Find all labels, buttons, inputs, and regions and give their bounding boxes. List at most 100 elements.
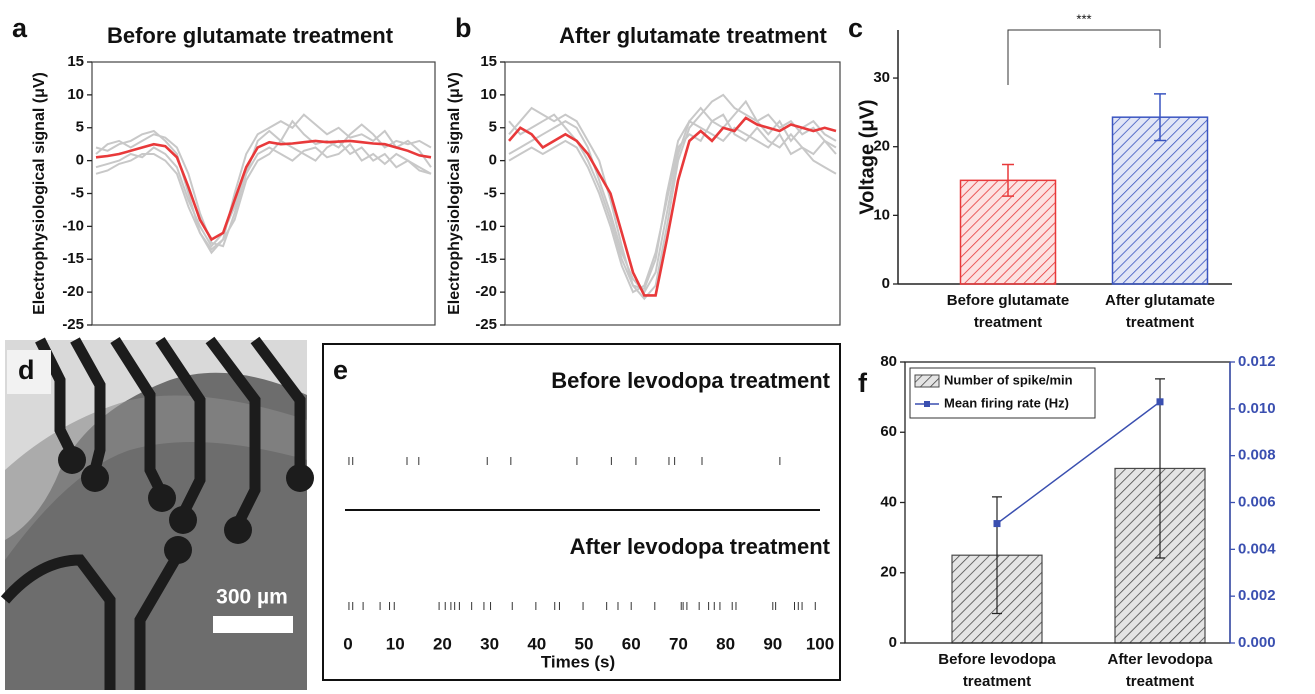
legend-label: Mean firing rate (Hz) <box>944 395 1069 410</box>
y-tick-label: -20 <box>475 283 497 300</box>
x-tick-label: 0 <box>343 634 352 653</box>
pad <box>148 484 176 512</box>
y-tick-label: 30 <box>873 69 890 86</box>
rate-marker <box>1156 398 1164 406</box>
y-tick-label: 15 <box>480 53 497 70</box>
y-tick-label: -5 <box>71 184 84 201</box>
trace <box>110 337 165 493</box>
pad <box>169 506 197 534</box>
panel-letter: b <box>455 13 472 43</box>
chart-title: After glutamate treatment <box>559 23 827 48</box>
rate-line <box>996 401 1161 525</box>
y-tick-label: 0 <box>889 634 897 651</box>
rate-marker <box>993 520 1001 528</box>
y-tick-label: -10 <box>62 217 84 234</box>
raster-title: After levodopa treatment <box>570 534 831 559</box>
panel-box <box>322 343 841 681</box>
significance-label: *** <box>1076 11 1091 26</box>
pad <box>164 536 192 564</box>
y-tick-label: 20 <box>873 138 890 155</box>
raster-title: Before levodopa treatment <box>551 368 830 393</box>
signal-trace <box>95 142 432 248</box>
signal-trace <box>95 139 432 242</box>
panel-letter: a <box>12 13 28 43</box>
signal-trace <box>508 113 837 294</box>
y-tick-label: 0 <box>882 275 890 292</box>
y-tick-label: 15 <box>67 53 84 70</box>
panel-letter: d <box>18 355 35 385</box>
trace <box>155 336 206 513</box>
y-tick-label: -15 <box>475 250 497 267</box>
trace <box>0 554 116 690</box>
signal-trace <box>508 99 837 291</box>
x-tick-label: 40 <box>527 634 546 653</box>
micrograph-edge <box>5 395 307 560</box>
y-tick-label: 0 <box>489 152 497 169</box>
x-tick-label: 20 <box>433 634 452 653</box>
y-tick-label: 0 <box>76 152 84 169</box>
x-tick-label: After glutamate treatment <box>1104 292 1216 331</box>
x-tick-label: 50 <box>575 634 594 653</box>
panel-letter: f <box>858 368 868 398</box>
y-tick-label: -5 <box>484 184 497 201</box>
micrograph: 300 µm <box>0 336 314 690</box>
panel-letter: e <box>333 355 348 385</box>
plot-frame <box>91 61 436 326</box>
y-tick-label: 10 <box>480 86 497 103</box>
pad <box>81 464 109 492</box>
signal-trace <box>508 119 837 294</box>
x-axis-label: Times (s) <box>541 652 615 671</box>
y-axis-label: Voltage (μV) <box>856 99 878 214</box>
y-tick-label: 5 <box>489 119 497 136</box>
y-tick-label: 10 <box>873 206 890 223</box>
legend-label: Number of spike/min <box>944 372 1073 387</box>
pad <box>224 516 252 544</box>
signal-trace <box>95 119 432 248</box>
y2-tick-label: 0.010 <box>1238 400 1276 417</box>
y2-tick-label: 0.004 <box>1238 540 1276 557</box>
pad <box>286 464 314 492</box>
y-tick-label: -15 <box>62 250 84 267</box>
error-bar <box>1154 93 1166 142</box>
letter-box <box>7 350 51 394</box>
y-tick-label: 20 <box>880 564 897 581</box>
y-tick-label: -25 <box>475 316 497 333</box>
x-tick-label: 80 <box>716 634 735 653</box>
micrograph-traces <box>0 336 306 690</box>
legend-swatch <box>914 374 940 388</box>
x-tick-label: 90 <box>763 634 782 653</box>
x-tick-label: After levodopa treatment <box>1107 651 1213 690</box>
trace <box>205 336 261 523</box>
y-tick-label: -25 <box>62 316 84 333</box>
y-tick-label: 10 <box>67 86 84 103</box>
error-bar <box>992 496 1002 615</box>
y2-tick-label: 0.002 <box>1238 587 1276 604</box>
y2-tick-label: 0.012 <box>1238 353 1276 370</box>
x-tick-label: Before glutamate treatment <box>946 292 1070 331</box>
y-tick-label: 80 <box>880 353 897 370</box>
y-tick-label: -10 <box>475 217 497 234</box>
trace <box>70 337 106 472</box>
x-tick-label: Before levodopa treatment <box>938 651 1056 690</box>
y2-tick-label: 0.008 <box>1238 447 1276 464</box>
trace <box>134 557 180 690</box>
error-bar <box>1002 163 1014 197</box>
y-tick-label: 40 <box>880 493 897 510</box>
trace <box>250 336 306 470</box>
signal-trace <box>508 116 837 297</box>
x-tick-label: 70 <box>669 634 688 653</box>
y-tick-label: 60 <box>880 423 897 440</box>
x-tick-label: 30 <box>480 634 499 653</box>
y-tick-label: -20 <box>62 283 84 300</box>
scale-bar-label: 300 µm <box>216 586 288 609</box>
x-tick-label: 60 <box>622 634 641 653</box>
y-tick-label: 5 <box>76 119 84 136</box>
panel-letter: c <box>848 13 863 43</box>
legend-box <box>909 367 1096 419</box>
signal-trace <box>508 93 837 301</box>
y-axis-label: Electrophysiological signal (μV) <box>31 72 48 315</box>
error-bar <box>1155 378 1165 559</box>
bar <box>959 179 1057 285</box>
